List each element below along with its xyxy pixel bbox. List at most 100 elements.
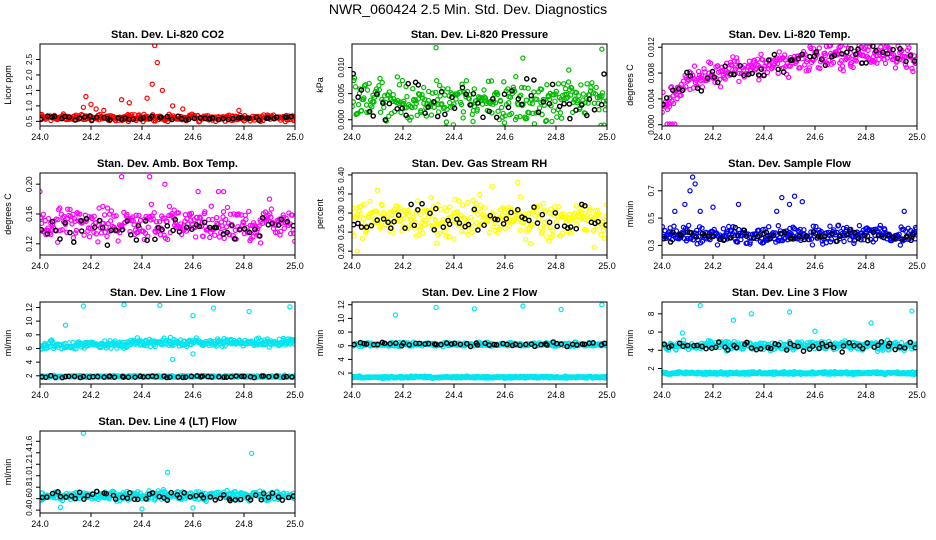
data-point bbox=[763, 229, 770, 236]
data-point bbox=[57, 236, 63, 242]
data-point bbox=[688, 229, 694, 236]
data-point bbox=[836, 233, 843, 240]
data-point bbox=[755, 72, 762, 78]
data-point bbox=[523, 341, 529, 348]
data-point bbox=[856, 222, 863, 229]
data-point bbox=[876, 56, 882, 63]
data-point bbox=[260, 373, 267, 379]
x-tick-label: 24.6 bbox=[496, 132, 514, 142]
data-point bbox=[414, 112, 420, 119]
data-point bbox=[401, 216, 407, 222]
data-point bbox=[410, 214, 416, 221]
chart-title: Stan. Dev. Amb. Box Temp. bbox=[97, 158, 238, 170]
data-point bbox=[202, 209, 208, 215]
data-point bbox=[474, 342, 481, 348]
data-point bbox=[595, 218, 601, 225]
data-point bbox=[691, 63, 698, 69]
data-point bbox=[546, 219, 553, 226]
x-tick-label: 24.2 bbox=[82, 261, 100, 271]
data-point bbox=[713, 344, 719, 351]
data-point bbox=[765, 344, 771, 351]
data-point bbox=[443, 340, 450, 346]
data-point bbox=[748, 345, 755, 351]
data-point bbox=[423, 113, 429, 119]
data-point bbox=[159, 87, 166, 94]
data-point bbox=[491, 341, 498, 348]
data-point bbox=[674, 95, 680, 102]
data-point bbox=[443, 124, 449, 126]
data-point bbox=[501, 208, 507, 215]
x-tick-label: 24.2 bbox=[82, 132, 100, 142]
data-point bbox=[539, 211, 546, 218]
data-point bbox=[101, 212, 108, 218]
plot-frame bbox=[661, 43, 918, 127]
data-point bbox=[668, 342, 675, 349]
data-point bbox=[601, 71, 607, 77]
data-point bbox=[52, 374, 59, 381]
chart-title: Stan. Dev. Line 3 Flow bbox=[732, 287, 848, 299]
x-tick-label: 24.8 bbox=[857, 132, 875, 142]
data-point bbox=[180, 374, 186, 381]
data-point bbox=[865, 55, 872, 61]
data-point bbox=[865, 47, 871, 54]
data-point bbox=[48, 372, 54, 379]
data-point bbox=[212, 232, 218, 238]
data-point bbox=[454, 208, 461, 215]
data-point bbox=[569, 85, 575, 91]
y-tick-label: 0.30 bbox=[337, 205, 346, 221]
data-point bbox=[725, 347, 731, 353]
y-tick-label: 10 bbox=[337, 313, 346, 322]
y-axis-label: ml/min bbox=[315, 330, 325, 357]
data-point bbox=[701, 66, 707, 72]
data-point bbox=[62, 219, 68, 226]
data-point bbox=[736, 70, 743, 77]
x-tick-label: 24.4 bbox=[755, 261, 773, 271]
data-point bbox=[509, 88, 515, 94]
data-point bbox=[897, 344, 903, 350]
data-point bbox=[381, 340, 388, 347]
data-point bbox=[527, 240, 534, 247]
data-point bbox=[678, 92, 684, 98]
data-point bbox=[40, 227, 45, 233]
data-point bbox=[726, 223, 732, 230]
data-point bbox=[737, 63, 743, 69]
data-point bbox=[268, 206, 275, 212]
data-point bbox=[735, 232, 741, 239]
data-point bbox=[92, 224, 98, 231]
data-point bbox=[164, 223, 171, 229]
data-point bbox=[572, 210, 578, 216]
data-point bbox=[144, 237, 150, 244]
data-point bbox=[354, 248, 360, 254]
x-tick-label: 24.0 bbox=[31, 261, 49, 271]
data-point bbox=[140, 115, 147, 121]
data-point bbox=[352, 341, 357, 348]
data-point bbox=[288, 230, 294, 237]
data-point bbox=[69, 221, 75, 227]
x-tick-label: 25.0 bbox=[598, 132, 616, 142]
x-tick-label: 24.0 bbox=[653, 261, 671, 271]
y-tick-label: 0.000 bbox=[647, 114, 656, 135]
y-tick-label: 0.004 bbox=[647, 88, 656, 109]
data-point bbox=[899, 236, 905, 242]
data-point bbox=[487, 212, 494, 219]
data-point bbox=[371, 99, 377, 105]
data-point bbox=[246, 308, 252, 315]
data-point bbox=[811, 53, 818, 60]
x-tick-label: 25.0 bbox=[598, 390, 616, 400]
data-point bbox=[284, 218, 291, 225]
data-point bbox=[438, 341, 444, 348]
data-point bbox=[851, 240, 857, 246]
data-point bbox=[509, 342, 516, 349]
data-point bbox=[877, 222, 884, 229]
data-point bbox=[554, 114, 560, 120]
data-point bbox=[273, 114, 280, 120]
data-point bbox=[81, 232, 87, 238]
data-point bbox=[222, 343, 228, 349]
data-point bbox=[121, 302, 127, 308]
data-point bbox=[564, 343, 570, 350]
data-point bbox=[164, 236, 171, 243]
data-point bbox=[513, 73, 519, 80]
data-point bbox=[257, 240, 264, 246]
data-point bbox=[818, 228, 824, 235]
y-tick-label: 0.008 bbox=[647, 63, 656, 84]
